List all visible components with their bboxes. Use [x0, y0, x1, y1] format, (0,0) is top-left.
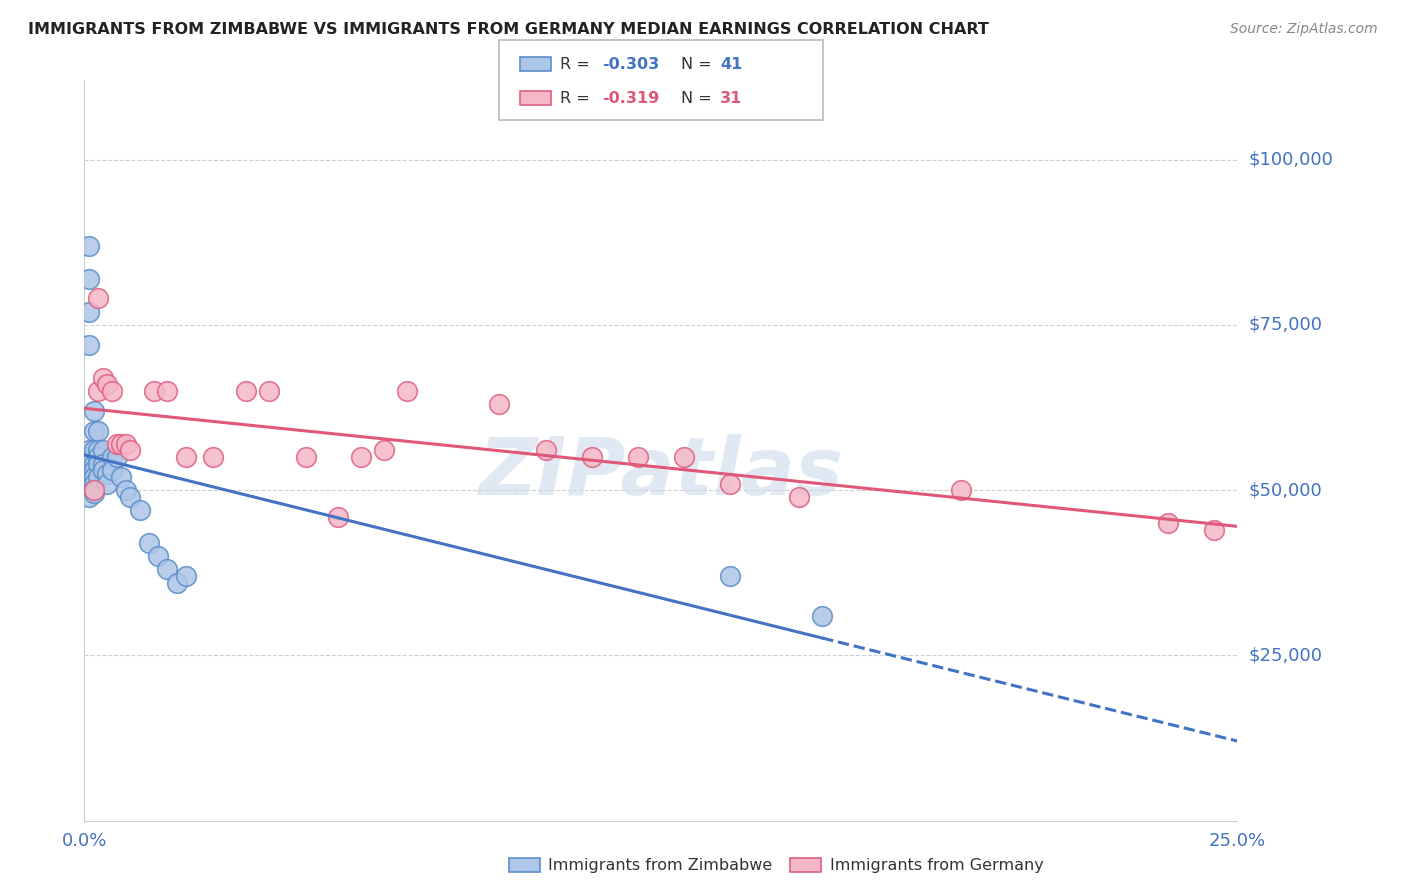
Text: $25,000: $25,000: [1249, 647, 1323, 665]
Point: [77, 271, 100, 285]
Point: [77, 470, 100, 484]
Point: [87, 424, 110, 438]
Point: [77, 490, 100, 504]
Point: [105, 437, 128, 451]
Text: 41: 41: [720, 57, 742, 71]
Point: [101, 463, 124, 477]
Point: [87, 457, 110, 471]
Point: [115, 437, 138, 451]
Point: [83, 424, 105, 438]
Text: $75,000: $75,000: [1249, 316, 1323, 334]
Point: [202, 450, 225, 464]
Text: R =: R =: [560, 57, 599, 71]
Point: [83, 457, 105, 471]
Point: [96, 377, 118, 392]
Point: [77, 238, 100, 252]
Point: [110, 437, 132, 451]
Point: [91, 457, 114, 471]
Text: 31: 31: [720, 91, 742, 105]
Point: [87, 470, 110, 484]
Point: [294, 450, 316, 464]
Point: [156, 562, 179, 576]
Point: [83, 443, 105, 458]
Point: [83, 463, 105, 477]
Point: [396, 384, 419, 398]
Text: $100,000: $100,000: [1249, 151, 1333, 169]
Point: [1157, 516, 1180, 531]
Point: [83, 483, 105, 497]
Point: [142, 384, 165, 398]
Point: [77, 443, 100, 458]
Point: [811, 608, 834, 623]
Point: [101, 384, 124, 398]
Point: [1204, 523, 1226, 537]
Point: [718, 476, 741, 491]
Point: [101, 450, 124, 464]
Text: Source: ZipAtlas.com: Source: ZipAtlas.com: [1230, 22, 1378, 37]
Point: [718, 569, 741, 583]
Point: [326, 509, 349, 524]
Text: ZIPatlas: ZIPatlas: [478, 434, 844, 512]
Text: Immigrants from Zimbabwe: Immigrants from Zimbabwe: [548, 858, 772, 872]
Point: [156, 384, 179, 398]
Point: [115, 483, 138, 497]
Point: [87, 450, 110, 464]
Point: [87, 384, 110, 398]
Point: [83, 483, 105, 497]
Point: [105, 450, 128, 464]
Text: $50,000: $50,000: [1249, 481, 1322, 500]
Point: [110, 470, 132, 484]
Point: [257, 384, 280, 398]
Point: [138, 536, 160, 550]
Point: [350, 450, 373, 464]
Point: [581, 450, 603, 464]
Point: [83, 470, 105, 484]
Point: [91, 463, 114, 477]
Point: [96, 467, 118, 481]
Point: [83, 486, 105, 500]
Point: [146, 549, 169, 564]
Point: [787, 490, 810, 504]
Text: Immigrants from Germany: Immigrants from Germany: [830, 858, 1043, 872]
Point: [91, 443, 114, 458]
Point: [627, 450, 650, 464]
Text: N =: N =: [681, 91, 721, 105]
Point: [77, 337, 100, 351]
Point: [373, 443, 395, 458]
Text: -0.319: -0.319: [602, 91, 659, 105]
Point: [174, 569, 197, 583]
Point: [672, 450, 695, 464]
Point: [949, 483, 972, 497]
Text: IMMIGRANTS FROM ZIMBABWE VS IMMIGRANTS FROM GERMANY MEDIAN EARNINGS CORRELATION : IMMIGRANTS FROM ZIMBABWE VS IMMIGRANTS F…: [28, 22, 988, 37]
Point: [77, 457, 100, 471]
Point: [91, 370, 114, 384]
Point: [128, 503, 150, 517]
Point: [534, 443, 557, 458]
Point: [235, 384, 257, 398]
Text: N =: N =: [681, 57, 721, 71]
Point: [488, 397, 510, 411]
Point: [166, 575, 188, 590]
Point: [96, 476, 118, 491]
Point: [83, 476, 105, 491]
Text: R =: R =: [560, 91, 599, 105]
Point: [120, 443, 142, 458]
Point: [174, 450, 197, 464]
Point: [87, 292, 110, 306]
Point: [120, 490, 142, 504]
Point: [77, 304, 100, 318]
Text: -0.303: -0.303: [602, 57, 659, 71]
Point: [83, 404, 105, 418]
Point: [87, 443, 110, 458]
